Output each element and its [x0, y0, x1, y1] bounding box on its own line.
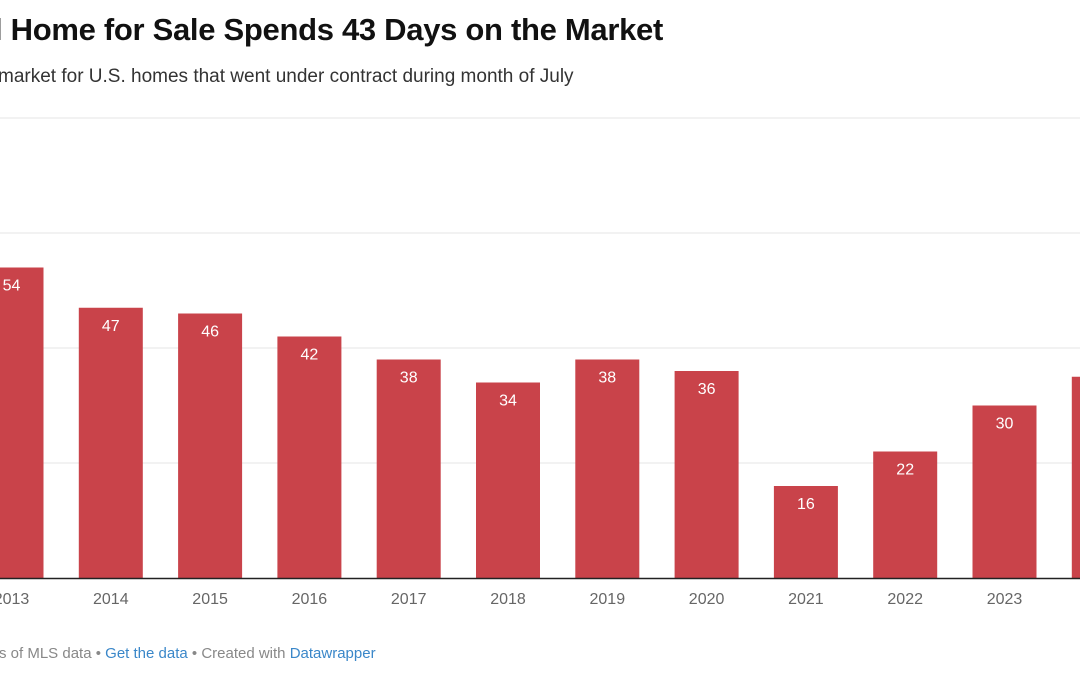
- bar-2018: [476, 382, 540, 578]
- bar-2024: [1071, 376, 1080, 578]
- bar-2021: [773, 486, 838, 578]
- x-tick-label: 2014: [93, 591, 129, 608]
- get-the-data-link[interactable]: Get the data: [105, 645, 188, 662]
- bar-2019: [575, 359, 640, 578]
- data-labels: 54 47 46 42 38 34 38 36 16 22 30: [3, 278, 1014, 514]
- created-with-text: Created with: [201, 645, 286, 662]
- data-label: 38: [400, 370, 418, 387]
- x-tick-label: 2018: [490, 591, 526, 608]
- data-label: 42: [301, 347, 319, 364]
- x-tick-label: 2015: [192, 591, 228, 608]
- source-text: s of MLS data: [0, 645, 92, 662]
- x-tick-label: 2023: [987, 591, 1023, 608]
- bar-2014: [78, 307, 143, 578]
- data-label: 16: [797, 496, 815, 513]
- bar-2015: [178, 313, 243, 578]
- separator: •: [187, 645, 202, 662]
- data-label: 38: [598, 370, 616, 387]
- bar-2022: [873, 451, 938, 578]
- bar-2020: [674, 371, 739, 578]
- x-tick-label: 2019: [590, 591, 626, 608]
- bar-2023: [972, 405, 1037, 578]
- x-tick-label: 2016: [292, 591, 328, 608]
- data-label: 54: [3, 278, 21, 295]
- data-label: 36: [698, 381, 716, 398]
- chart-subtitle: market for U.S. homes that went under co…: [0, 66, 574, 87]
- data-label: 46: [201, 324, 219, 341]
- x-tick-label: 2022: [887, 591, 923, 608]
- x-tick-label: 2020: [689, 591, 725, 608]
- bar-2017: [376, 359, 441, 578]
- bar-2013: [0, 267, 44, 578]
- x-tick-label: 2021: [788, 591, 824, 608]
- datawrapper-link[interactable]: Datawrapper: [289, 645, 376, 662]
- data-label: 47: [102, 318, 120, 335]
- data-label: 22: [896, 462, 914, 479]
- x-tick-label: 2017: [391, 591, 427, 608]
- chart-title: l Home for Sale Spends 43 Days on the Ma…: [0, 12, 664, 47]
- bar-2016: [277, 336, 342, 578]
- x-tick-label: 2013: [0, 591, 29, 608]
- separator: •: [91, 645, 106, 662]
- chart-footer: s of MLS data • Get the data • Created w…: [0, 645, 376, 662]
- x-axis-tick-labels: 2013 2014 2015 2016 2017 2018 2019 2020 2021 2022…: [0, 591, 1023, 608]
- data-label: 34: [499, 393, 517, 410]
- data-label: 30: [996, 416, 1014, 433]
- bars: [0, 267, 1080, 578]
